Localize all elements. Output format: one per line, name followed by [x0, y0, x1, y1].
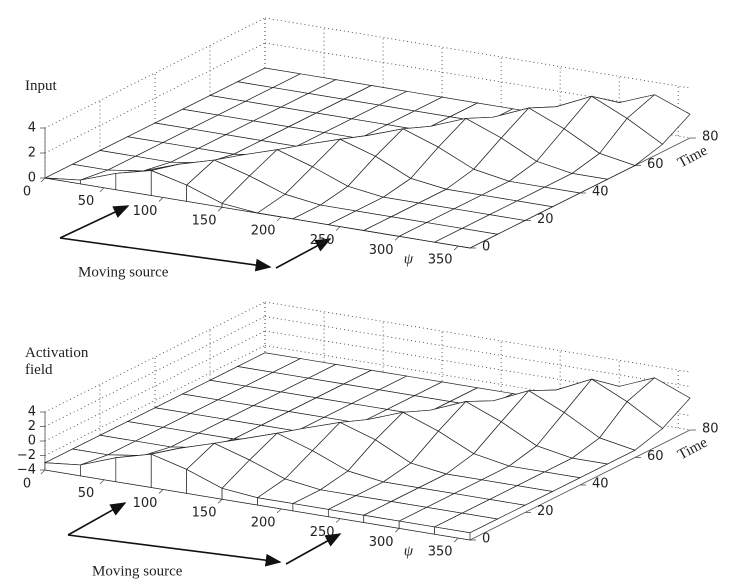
grid-line — [44, 17, 266, 129]
y-tick-label: 0 — [482, 240, 490, 255]
y-tick-label: 0 — [482, 532, 490, 547]
x-tick-label: 0 — [23, 477, 31, 492]
grid-line — [264, 301, 691, 373]
arrow — [275, 238, 332, 269]
annotation: Moving source — [92, 563, 183, 579]
y-tick-label: 60 — [647, 449, 664, 464]
z-tick-label: 2 — [28, 146, 36, 161]
x-tick-label: 200 — [251, 515, 276, 530]
grid-line — [44, 42, 266, 154]
y-tick-label: 20 — [537, 212, 554, 227]
surface-skirt — [434, 526, 471, 541]
tick-mark — [99, 479, 105, 485]
tick-mark — [394, 528, 400, 533]
surface-skirt — [115, 453, 152, 488]
y-tick-label: 80 — [702, 130, 719, 145]
tick-mark — [158, 197, 164, 202]
surface-skirt — [434, 241, 471, 249]
tick-mark — [217, 498, 223, 504]
arrow — [67, 534, 282, 567]
z-tick-label: −4 — [17, 463, 36, 478]
y-axis-label: Time — [675, 142, 710, 171]
annotation: Moving source — [78, 264, 169, 280]
chart-title: Activation field — [25, 345, 89, 378]
tick-mark — [335, 226, 341, 231]
surface-skirt — [221, 202, 258, 214]
z-tick-label: 2 — [28, 419, 36, 434]
y-tick-label: 60 — [647, 157, 664, 172]
x-tick-label: 0 — [23, 185, 31, 200]
x-tick-label: 100 — [133, 204, 158, 219]
tick-mark — [453, 537, 459, 543]
tick-mark — [217, 206, 223, 212]
x-tick-label: 100 — [133, 496, 158, 511]
x-tick-label: 250 — [310, 233, 335, 248]
y-tick-label: 40 — [592, 477, 609, 492]
y-axis-label: Time — [675, 434, 710, 463]
arrow — [285, 533, 342, 565]
z-tick-label: 0 — [28, 434, 36, 449]
arrow — [59, 205, 130, 239]
x-tick-label: 300 — [369, 535, 394, 550]
tick-mark — [158, 489, 164, 494]
tick-mark — [276, 508, 282, 514]
chart-title: Input — [25, 78, 57, 94]
y-tick-label: 40 — [592, 185, 609, 200]
x-tick-label: 350 — [428, 253, 453, 268]
x-tick-label: 300 — [369, 243, 394, 258]
x-tick-label: 250 — [310, 525, 335, 540]
arrows — [59, 205, 342, 567]
x-tick-label: 150 — [192, 506, 217, 521]
grid-line — [44, 301, 266, 413]
y-tick-label: 20 — [537, 504, 554, 519]
x-tick-label: 150 — [192, 214, 217, 229]
grid-line — [44, 345, 266, 456]
y-tick-label: 80 — [702, 422, 719, 437]
grid-line — [44, 330, 266, 442]
x-tick-label: 50 — [78, 194, 95, 209]
x-tick-label: 50 — [78, 486, 95, 501]
arrow — [67, 502, 127, 536]
x-tick-label: 200 — [251, 223, 276, 238]
tick-mark — [453, 245, 459, 251]
tick-mark — [276, 216, 282, 222]
tick-mark — [99, 187, 105, 193]
surface-skirt — [115, 170, 152, 196]
z-tick-label: 4 — [28, 121, 36, 136]
x-axis-label: ψ — [404, 252, 414, 268]
x-tick-label: 350 — [428, 545, 453, 560]
z-tick-label: −2 — [17, 448, 36, 463]
z-tick-label: 4 — [28, 405, 36, 420]
arrow — [59, 237, 272, 272]
surface-skirt — [44, 462, 81, 477]
tick-mark — [394, 236, 400, 241]
tick-mark — [40, 469, 46, 475]
x-axis-label: ψ — [404, 544, 414, 560]
grid-line — [264, 17, 691, 89]
grid-line — [44, 316, 266, 427]
z-tick-label: 0 — [28, 171, 36, 186]
tick-mark — [335, 518, 341, 523]
tick-mark — [40, 177, 46, 183]
